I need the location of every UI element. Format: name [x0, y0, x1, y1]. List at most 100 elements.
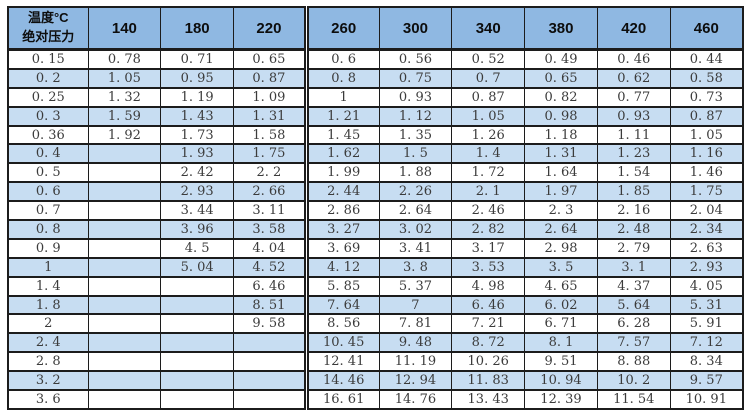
value-cell: 7. 64 [303, 294, 380, 316]
value-cell: 7. 57 [596, 332, 671, 354]
value-cell: 0. 56 [378, 48, 453, 70]
value-cell [87, 200, 162, 222]
value-cell: 1. 4 [451, 143, 526, 165]
value-cell: 3. 8 [378, 256, 453, 278]
value-cell: 1. 16 [669, 143, 744, 165]
value-cell: 3. 27 [303, 219, 380, 240]
table-row: 0. 3 1. 59 1. 43 1. 31 1. 21 1. 12 1. 05 0. 98 0… [7, 105, 744, 127]
value-cell [87, 219, 162, 240]
value-cell: 1. 54 [596, 162, 671, 184]
value-cell: 10. 91 [669, 389, 744, 410]
value-cell: 0. 87 [451, 86, 526, 108]
value-cell [87, 256, 162, 278]
value-cell: 7. 81 [378, 313, 453, 335]
value-cell: 14. 76 [378, 389, 453, 410]
value-cell: 0. 58 [669, 67, 744, 89]
value-cell: 1. 75 [233, 143, 307, 165]
value-cell: 2. 66 [233, 181, 307, 203]
value-cell: 5. 04 [160, 256, 235, 278]
value-cell: 1. 45 [303, 124, 380, 146]
column-header: 340 [451, 6, 526, 51]
value-cell: 0. 95 [160, 67, 235, 89]
value-cell: 7. 12 [669, 332, 744, 354]
value-cell: 1. 21 [303, 105, 380, 127]
row-label-cell: 0. 3 [7, 105, 89, 127]
value-cell: 9. 58 [233, 313, 307, 335]
value-cell: 3. 5 [524, 256, 598, 278]
table-row: 0. 4 1. 93 1. 75 1. 62 1. 5 1. 4 1. 31 1. 23 1. … [7, 143, 744, 165]
value-cell [233, 370, 307, 392]
value-cell [87, 237, 162, 259]
value-cell [87, 181, 162, 203]
value-cell: 9. 51 [524, 351, 598, 373]
value-cell [87, 143, 162, 165]
value-cell: 0. 46 [596, 48, 671, 70]
value-cell: 0. 65 [233, 48, 307, 70]
value-cell [160, 313, 235, 335]
value-cell: 3. 69 [303, 237, 380, 259]
value-cell: 6. 71 [524, 313, 598, 335]
value-cell: 3. 17 [451, 237, 526, 259]
value-cell: 5. 64 [596, 294, 671, 316]
value-cell: 2. 93 [669, 256, 744, 278]
value-cell: 0. 77 [596, 86, 671, 108]
table-row: 0. 36 1. 92 1. 73 1. 58 1. 45 1. 35 1. 26 1. 18… [7, 124, 744, 146]
value-cell: 8. 34 [669, 351, 744, 373]
value-cell: 2. 64 [524, 219, 598, 240]
value-cell: 1. 97 [524, 181, 598, 203]
value-cell: 1 [303, 86, 380, 108]
column-header: 300 [378, 6, 453, 51]
value-cell: 1. 12 [378, 105, 453, 127]
row-label-cell: 0. 4 [7, 143, 89, 165]
value-cell: 0. 87 [669, 105, 744, 127]
value-cell: 1. 93 [160, 143, 235, 165]
value-cell: 0. 98 [524, 105, 598, 127]
value-cell [87, 313, 162, 335]
value-cell: 10. 26 [451, 351, 526, 373]
value-cell: 0. 65 [524, 67, 598, 89]
value-cell: 4. 12 [303, 256, 380, 278]
value-cell: 2. 3 [524, 200, 598, 222]
value-cell: 0. 87 [233, 67, 307, 89]
pressure-temperature-table: 温度°C 绝对压力 140 180 220 260 300 340 380 420 460 0.… [7, 6, 744, 410]
table-row: 2 9. 58 8. 56 7. 81 7. 21 6. 71 6. 28 5. 91 [7, 313, 744, 335]
table-row: 1. 8 8. 51 7. 64 7 6. 46 6. 02 5. 64 5. 31 [7, 294, 744, 316]
value-cell: 16. 61 [303, 389, 380, 410]
value-cell: 1. 62 [303, 143, 380, 165]
row-label-cell: 0. 7 [7, 200, 89, 222]
value-cell: 3. 53 [451, 256, 526, 278]
value-cell: 2. 44 [303, 181, 380, 203]
row-label-cell: 3. 2 [7, 370, 89, 392]
value-cell: 1. 19 [160, 86, 235, 108]
value-cell: 2. 26 [378, 181, 453, 203]
row-label-cell: 0. 6 [7, 181, 89, 203]
table-row: 0. 9 4. 5 4. 04 3. 69 3. 41 3. 17 2. 98 2. 79 2.… [7, 237, 744, 259]
value-cell [160, 332, 235, 354]
row-label-cell: 3. 6 [7, 389, 89, 410]
value-cell [160, 370, 235, 392]
value-cell: 9. 57 [669, 370, 744, 392]
value-cell: 6. 46 [451, 294, 526, 316]
value-cell: 0. 6 [303, 48, 380, 70]
table-row: 3. 6 16. 61 14. 76 13. 43 12. 39 11. 54 10. 91 [7, 389, 744, 410]
table-row: 0. 15 0. 78 0. 71 0. 65 0. 6 0. 56 0. 52 0. 49 0… [7, 48, 744, 70]
value-cell: 6. 02 [524, 294, 598, 316]
value-cell: 1. 11 [596, 124, 671, 146]
table-row: 2. 8 12. 41 11. 19 10. 26 9. 51 8. 88 8. 34 [7, 351, 744, 373]
value-cell: 12. 39 [524, 389, 598, 410]
table-row: 1 5. 04 4. 52 4. 12 3. 8 3. 53 3. 5 3. 1 2. 93 [7, 256, 744, 278]
value-cell: 14. 46 [303, 370, 380, 392]
column-header: 420 [596, 6, 671, 51]
value-cell: 1. 05 [451, 105, 526, 127]
value-cell: 1. 92 [87, 124, 162, 146]
value-cell: 4. 05 [669, 275, 744, 297]
value-cell [87, 389, 162, 410]
value-cell: 1. 18 [524, 124, 598, 146]
value-cell: 7 [378, 294, 453, 316]
table-row: 0. 8 3. 96 3. 58 3. 27 3. 02 2. 82 2. 64 2. 48 2… [7, 219, 744, 240]
value-cell: 11. 83 [451, 370, 526, 392]
table-row: 0. 25 1. 32 1. 19 1. 09 1 0. 93 0. 87 0. 82 0. 7… [7, 86, 744, 108]
value-cell: 11. 19 [378, 351, 453, 373]
value-cell: 1. 26 [451, 124, 526, 146]
value-cell: 8. 51 [233, 294, 307, 316]
